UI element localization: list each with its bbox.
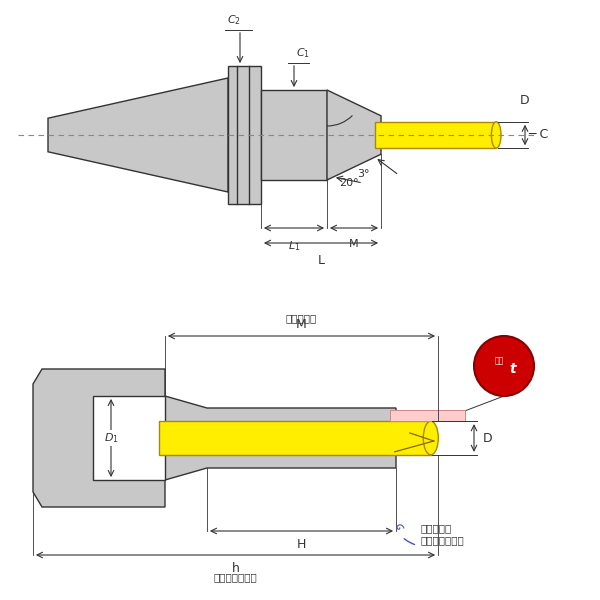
Polygon shape <box>375 122 496 148</box>
Text: h: h <box>232 562 239 575</box>
Ellipse shape <box>491 122 501 148</box>
Text: $C_1$: $C_1$ <box>296 46 310 60</box>
Text: t: t <box>509 362 517 376</box>
Text: D: D <box>520 94 530 107</box>
Text: H: H <box>297 538 306 551</box>
Polygon shape <box>327 90 381 180</box>
Text: 加工有効長: 加工有効長 <box>286 313 317 323</box>
Text: $L_1$: $L_1$ <box>288 239 300 253</box>
Text: つかみ長さ
（最低把持長）: つかみ長さ （最低把持長） <box>404 523 464 545</box>
Text: $D_1$: $D_1$ <box>104 431 118 445</box>
Ellipse shape <box>424 421 438 455</box>
Text: 工具最大挿入長: 工具最大挿入長 <box>214 572 257 582</box>
Text: D: D <box>483 431 493 445</box>
Polygon shape <box>228 66 261 204</box>
Polygon shape <box>48 78 228 192</box>
Circle shape <box>474 336 534 396</box>
Text: ─ C: ─ C <box>528 128 548 142</box>
Polygon shape <box>159 421 431 455</box>
Polygon shape <box>390 410 465 421</box>
Polygon shape <box>93 396 165 480</box>
Text: 肉厚: 肉厚 <box>494 356 504 365</box>
Text: 3°: 3° <box>357 169 370 179</box>
Polygon shape <box>33 369 396 507</box>
Text: $C_2$: $C_2$ <box>227 13 241 27</box>
Text: L: L <box>317 254 325 267</box>
Polygon shape <box>261 90 327 180</box>
Text: M: M <box>349 239 359 249</box>
Text: 20°: 20° <box>339 178 359 188</box>
Text: M: M <box>296 318 307 331</box>
